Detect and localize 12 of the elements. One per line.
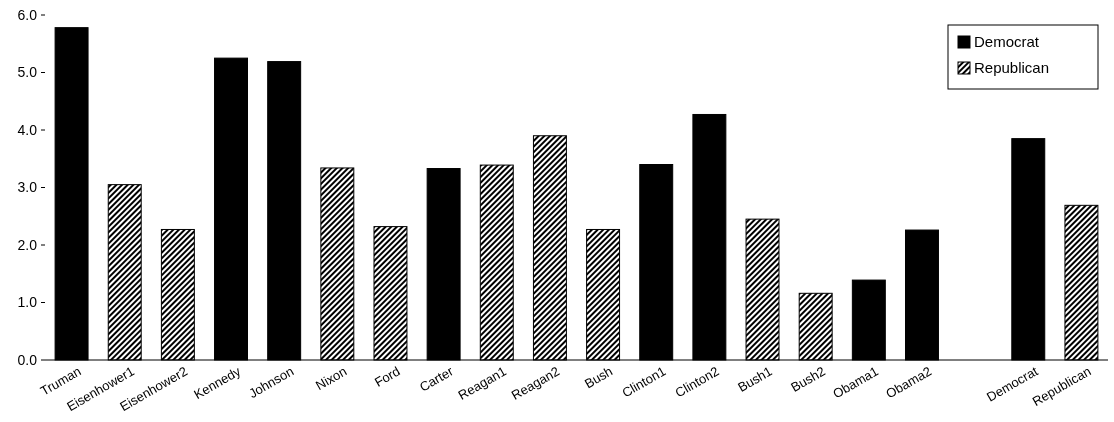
legend-label: Democrat	[974, 33, 1040, 51]
y-tick-label: 2.0	[17, 236, 38, 253]
legend-label: Republican	[974, 59, 1050, 77]
y-tick-label: 4.0	[17, 121, 38, 138]
x-tick-label: Ford	[371, 363, 403, 390]
x-tick-label: Bush	[581, 363, 616, 392]
y-tick-label: 3.0	[17, 179, 38, 196]
x-tick-label: Nixon	[313, 363, 350, 394]
y-tick-label: 5.0	[17, 64, 38, 81]
y-tick-label: 6.0	[17, 6, 38, 23]
y-tick-label: 0.0	[17, 351, 38, 368]
y-tick-label: 1.0	[17, 294, 38, 311]
